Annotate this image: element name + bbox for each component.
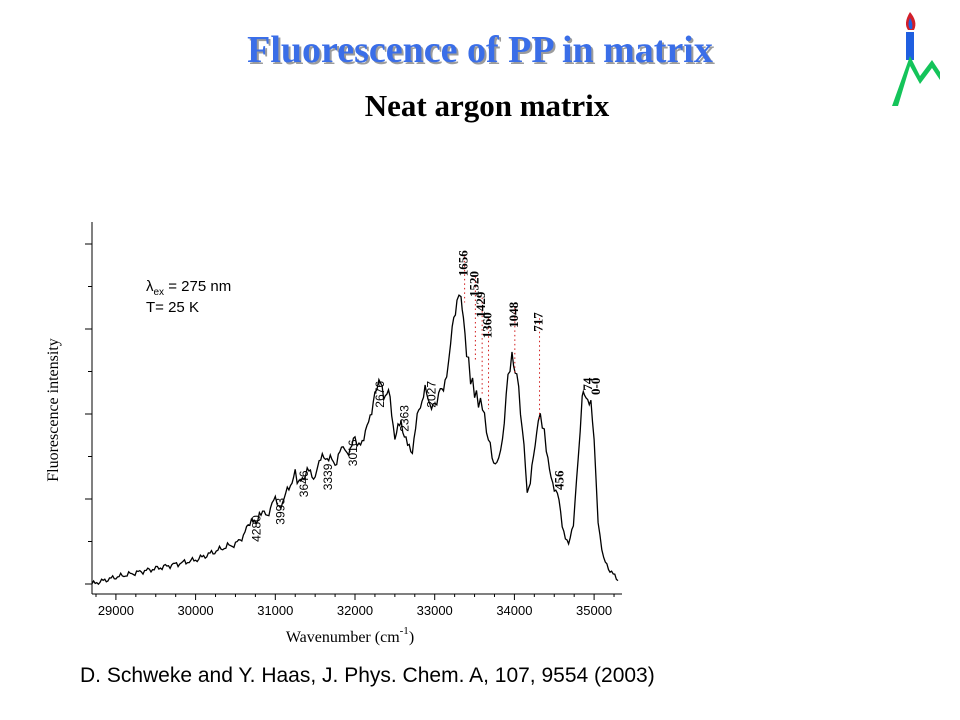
x-axis-label-close: ) bbox=[409, 629, 414, 646]
peak-label-2676: 2676 bbox=[373, 381, 387, 408]
x-axis-label-text: Wavenumber (cm bbox=[286, 629, 400, 646]
x-tick-label: 32000 bbox=[337, 603, 373, 618]
peak-label-1520: 1520 bbox=[466, 271, 481, 297]
x-axis-label-sup: -1 bbox=[400, 625, 409, 637]
x-tick-label: 35000 bbox=[576, 603, 612, 618]
peak-label-3016: 3016 bbox=[346, 439, 360, 466]
x-tick-label: 33000 bbox=[417, 603, 453, 618]
peak-label-3339: 3339 bbox=[321, 463, 335, 490]
logo-stem bbox=[906, 32, 914, 60]
peak-label-717: 717 bbox=[531, 312, 546, 332]
lambda-subscript: ex bbox=[154, 287, 165, 298]
peak-label-1360: 1360 bbox=[480, 312, 495, 338]
slide-title: Fluorescence of PP in matrix bbox=[247, 29, 713, 71]
logo-zigzag bbox=[892, 56, 940, 106]
lambda-value: = 275 nm bbox=[164, 278, 231, 295]
peak-label-1656: 1656 bbox=[456, 250, 471, 276]
peak-label-456: 456 bbox=[551, 470, 566, 490]
peak-label-3993: 3993 bbox=[273, 498, 287, 525]
citation: D. Schweke and Y. Haas, J. Phys. Chem. A… bbox=[80, 664, 655, 687]
chart-ticks: 29000 30000 31000 32000 33000 34000 35000 bbox=[85, 243, 615, 618]
slide-subtitle: Neat argon matrix bbox=[364, 88, 610, 123]
peak-label-74: 74 bbox=[580, 377, 595, 391]
institute-logo-icon bbox=[892, 12, 940, 106]
y-axis-label: Fluorescence intensity bbox=[45, 338, 62, 482]
peak-label-1048: 1048 bbox=[506, 301, 521, 328]
temperature-label: T= 25 K bbox=[146, 299, 199, 316]
peak-label-2027: 2027 bbox=[425, 381, 439, 408]
x-tick-label: 29000 bbox=[98, 603, 134, 618]
peak-label-0-0: 0-0 bbox=[588, 378, 603, 395]
x-tick-label: 30000 bbox=[178, 603, 214, 618]
x-tick-label: 34000 bbox=[496, 603, 532, 618]
peak-label-4280: 4280 bbox=[249, 515, 263, 542]
peak-label-2363: 2363 bbox=[398, 405, 412, 432]
spectrum-line bbox=[91, 294, 619, 586]
x-tick-label: 31000 bbox=[257, 603, 293, 618]
peak-label-1429: 1429 bbox=[473, 291, 488, 318]
chart-axes bbox=[91, 222, 622, 595]
lambda-symbol: λ bbox=[146, 278, 154, 295]
peak-leader-lines bbox=[464, 256, 541, 420]
excitation-label: λex = 275 nm bbox=[146, 278, 231, 298]
peak-label-3646: 3646 bbox=[297, 470, 311, 497]
logo-flame-inner bbox=[908, 18, 913, 29]
x-axis-label: Wavenumber (cm-1) bbox=[286, 625, 414, 646]
